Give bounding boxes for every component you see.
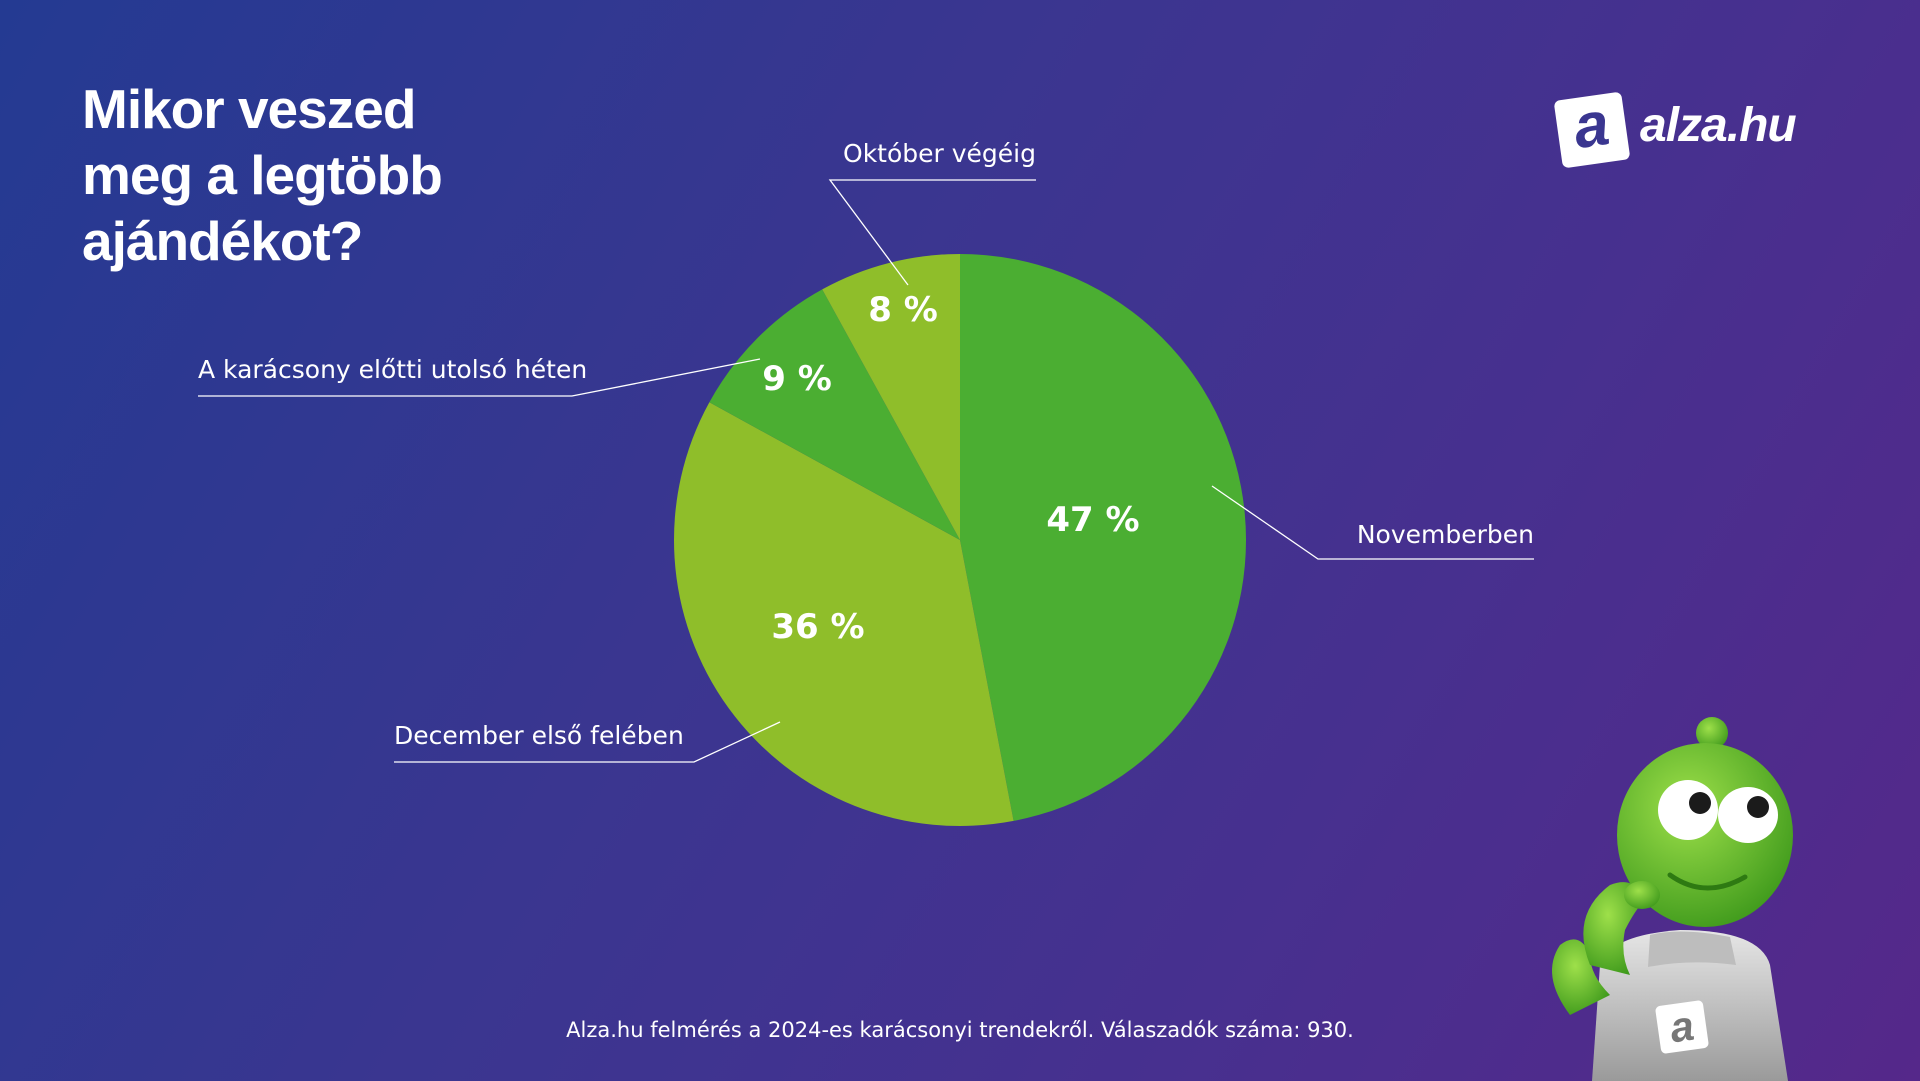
leader-line bbox=[198, 358, 761, 397]
alien-mascot-icon: a bbox=[1552, 717, 1793, 1081]
slice-category-label: Október végéig bbox=[843, 139, 1036, 168]
value-labels: 47 % 36 % 9 % 8 % bbox=[762, 290, 1139, 647]
slice-value-label: 9 % bbox=[762, 359, 832, 399]
alza-logo[interactable]: a alza.hu bbox=[1553, 89, 1838, 172]
title-line-2: meg a legtöbb bbox=[82, 144, 443, 206]
slice-category-label: A karácsony előtti utolsó héten bbox=[198, 355, 587, 384]
pie-slice bbox=[709, 289, 960, 540]
slice-value-label: 8 % bbox=[868, 290, 938, 330]
title-line-3: ajándékot? bbox=[82, 210, 363, 272]
slice-value-label: 47 % bbox=[1046, 500, 1139, 540]
title-line-1: Mikor veszed bbox=[82, 78, 416, 140]
chart-title: Mikor veszed meg a legtöbb ajándékot? bbox=[82, 76, 443, 274]
category-labels: Novemberben December első felében A karács… bbox=[198, 139, 1534, 750]
survey-footnote: Alza.hu felmérés a 2024-es karácsonyi tr… bbox=[566, 1018, 1354, 1042]
pie-slice bbox=[822, 254, 960, 540]
leader-lines bbox=[198, 179, 1534, 763]
pie-slices bbox=[674, 254, 1246, 826]
leader-line bbox=[394, 721, 781, 763]
slice-category-label: Novemberben bbox=[1357, 520, 1534, 549]
pie-slice bbox=[674, 402, 1014, 826]
pie-slice bbox=[960, 254, 1246, 821]
leader-line bbox=[828, 179, 1036, 286]
slice-value-label: 36 % bbox=[771, 607, 864, 647]
leader-line bbox=[1211, 485, 1534, 560]
slice-category-label: December első felében bbox=[394, 721, 684, 750]
alza-logo-text: alza.hu bbox=[1640, 99, 1797, 152]
